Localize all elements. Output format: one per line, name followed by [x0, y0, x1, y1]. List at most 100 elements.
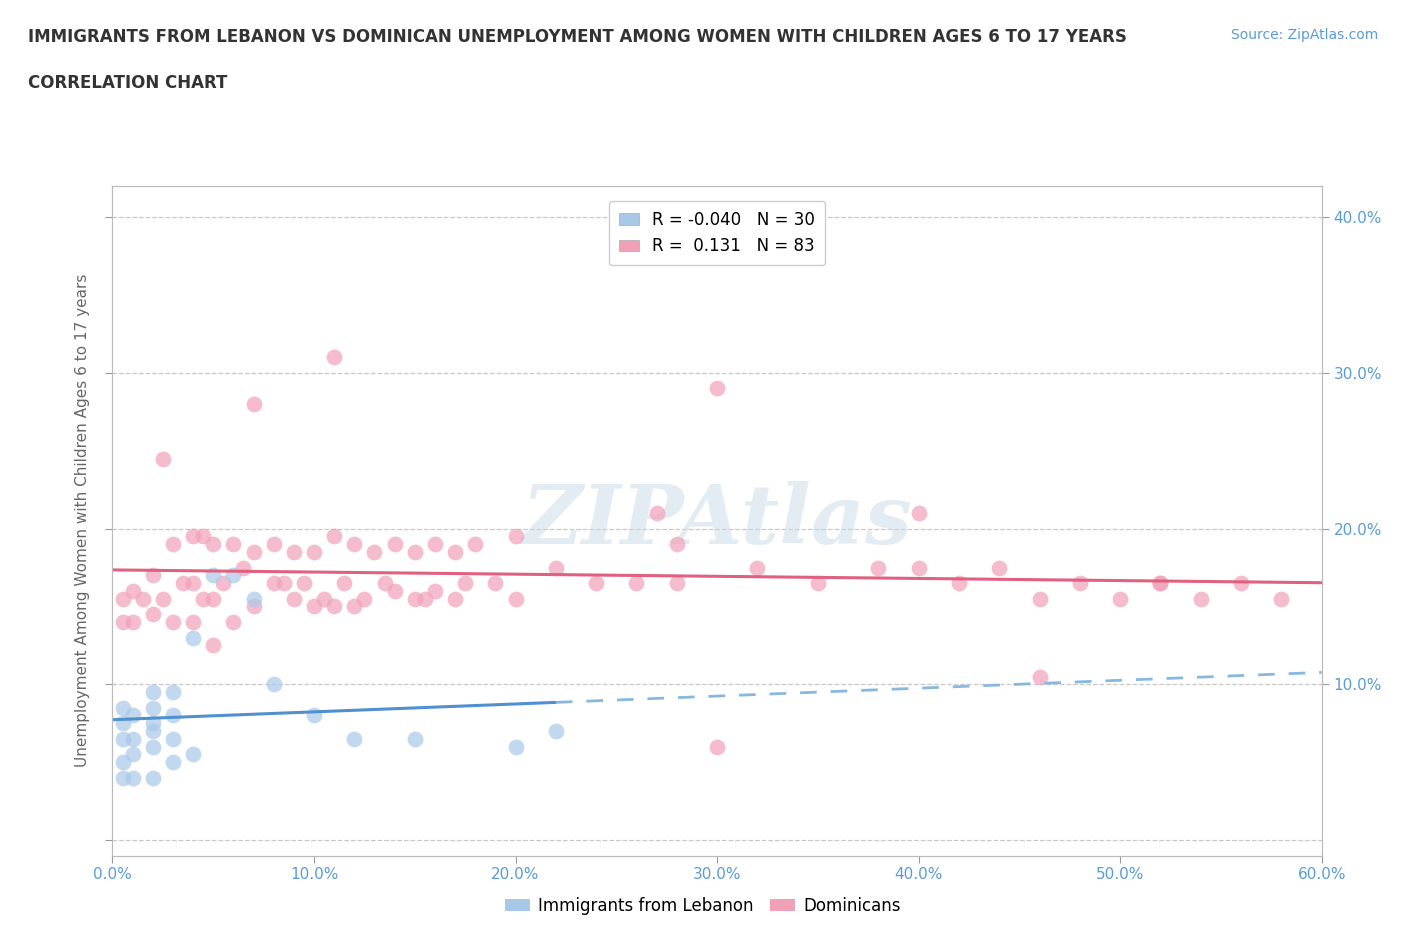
Point — [181, 631, 204, 645]
Point — [404, 731, 426, 746]
Point — [343, 537, 366, 551]
Text: IMMIGRANTS FROM LEBANON VS DOMINICAN UNEMPLOYMENT AMONG WOMEN WITH CHILDREN AGES: IMMIGRANTS FROM LEBANON VS DOMINICAN UNE… — [28, 28, 1128, 46]
Text: CORRELATION CHART: CORRELATION CHART — [28, 74, 228, 92]
Point — [242, 396, 264, 411]
Point — [142, 739, 165, 754]
Point — [292, 576, 315, 591]
Point — [1230, 576, 1253, 591]
Point — [162, 684, 184, 699]
Point — [868, 560, 890, 575]
Point — [665, 576, 688, 591]
Point — [121, 583, 143, 598]
Point — [323, 529, 346, 544]
Point — [111, 755, 134, 770]
Point — [464, 537, 486, 551]
Point — [263, 537, 285, 551]
Point — [585, 576, 607, 591]
Point — [222, 537, 245, 551]
Point — [121, 770, 143, 785]
Point — [162, 615, 184, 630]
Point — [302, 599, 325, 614]
Point — [948, 576, 970, 591]
Point — [544, 560, 567, 575]
Point — [111, 591, 134, 606]
Point — [363, 544, 385, 559]
Point — [423, 537, 446, 551]
Point — [283, 591, 305, 606]
Point — [162, 731, 184, 746]
Point — [172, 576, 194, 591]
Point — [242, 599, 264, 614]
Point — [142, 568, 165, 583]
Point — [191, 529, 214, 544]
Point — [263, 576, 285, 591]
Point — [1149, 576, 1171, 591]
Point — [1028, 591, 1050, 606]
Point — [111, 716, 134, 731]
Point — [142, 700, 165, 715]
Point — [111, 700, 134, 715]
Point — [1028, 669, 1050, 684]
Point — [988, 560, 1011, 575]
Point — [181, 576, 204, 591]
Point — [454, 576, 477, 591]
Point — [1149, 576, 1171, 591]
Point — [162, 755, 184, 770]
Point — [907, 560, 929, 575]
Legend: Immigrants from Lebanon, Dominicans: Immigrants from Lebanon, Dominicans — [498, 890, 908, 922]
Point — [484, 576, 506, 591]
Text: Source: ZipAtlas.com: Source: ZipAtlas.com — [1230, 28, 1378, 42]
Point — [142, 724, 165, 738]
Point — [706, 739, 728, 754]
Point — [1109, 591, 1132, 606]
Point — [232, 560, 254, 575]
Point — [202, 591, 225, 606]
Point — [283, 544, 305, 559]
Point — [212, 576, 235, 591]
Legend: R = -0.040   N = 30, R =  0.131   N = 83: R = -0.040 N = 30, R = 0.131 N = 83 — [609, 201, 825, 265]
Point — [202, 537, 225, 551]
Point — [423, 583, 446, 598]
Point — [121, 708, 143, 723]
Point — [404, 591, 426, 606]
Point — [1069, 576, 1091, 591]
Point — [323, 599, 346, 614]
Point — [343, 599, 366, 614]
Point — [444, 544, 467, 559]
Point — [404, 544, 426, 559]
Point — [181, 615, 204, 630]
Point — [444, 591, 467, 606]
Point — [384, 583, 406, 598]
Point — [302, 708, 325, 723]
Point — [353, 591, 375, 606]
Point — [222, 568, 245, 583]
Y-axis label: Unemployment Among Women with Children Ages 6 to 17 years: Unemployment Among Women with Children A… — [75, 274, 90, 767]
Point — [343, 731, 366, 746]
Point — [152, 591, 174, 606]
Point — [222, 615, 245, 630]
Point — [1189, 591, 1212, 606]
Point — [142, 684, 165, 699]
Point — [111, 770, 134, 785]
Point — [807, 576, 830, 591]
Point — [111, 615, 134, 630]
Point — [384, 537, 406, 551]
Point — [142, 606, 165, 621]
Point — [181, 529, 204, 544]
Point — [152, 451, 174, 466]
Point — [132, 591, 155, 606]
Point — [142, 770, 165, 785]
Point — [505, 739, 527, 754]
Point — [142, 716, 165, 731]
Point — [1270, 591, 1292, 606]
Point — [242, 544, 264, 559]
Point — [505, 529, 527, 544]
Point — [242, 591, 264, 606]
Point — [645, 506, 668, 521]
Point — [162, 537, 184, 551]
Point — [111, 731, 134, 746]
Point — [747, 560, 769, 575]
Point — [413, 591, 436, 606]
Point — [505, 591, 527, 606]
Point — [273, 576, 295, 591]
